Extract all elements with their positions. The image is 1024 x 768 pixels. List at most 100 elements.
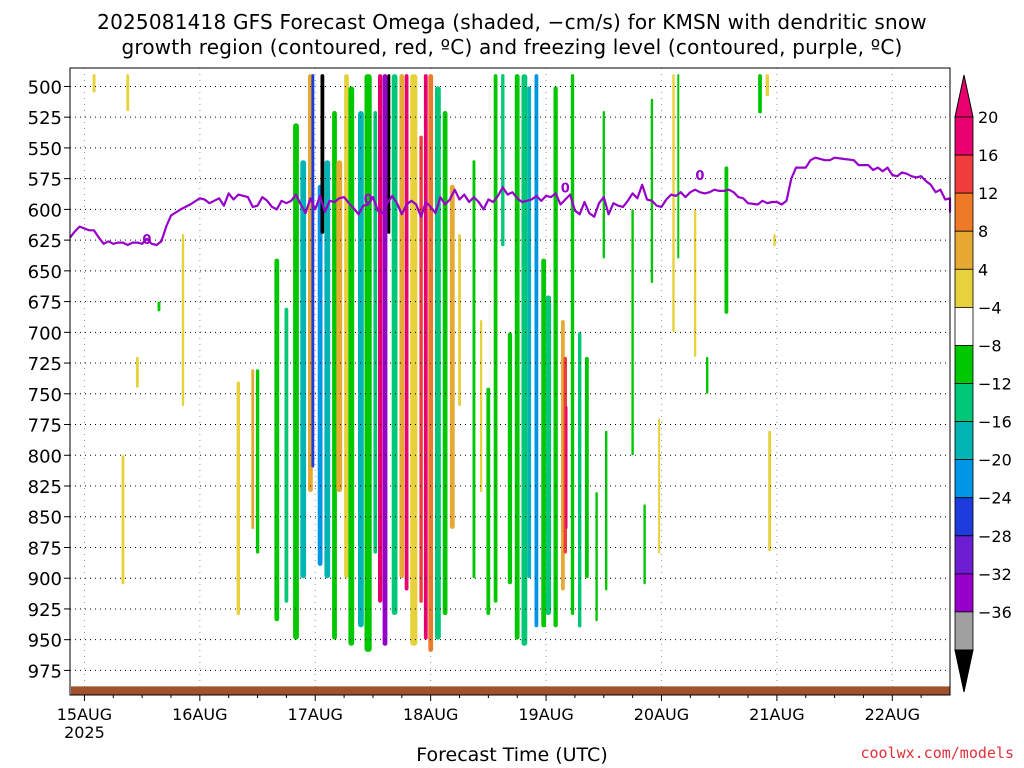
colorbar-label-0: 20 bbox=[978, 108, 998, 127]
y-tick-label-850: 850 bbox=[28, 508, 62, 529]
colorbar-label-1: 16 bbox=[978, 146, 998, 165]
colorbar-label-10: −24 bbox=[978, 489, 1012, 508]
colorbar-box-3 bbox=[954, 230, 974, 270]
colorbar-label-4: 4 bbox=[978, 260, 988, 279]
omega-band-15 bbox=[317, 184, 323, 566]
colorbar-label-7: −12 bbox=[978, 375, 1012, 394]
omega-band-60 bbox=[605, 430, 608, 591]
colorbar-label-8: −16 bbox=[978, 413, 1012, 432]
colorbar-box-2 bbox=[954, 192, 974, 232]
omega-band-22 bbox=[358, 111, 364, 628]
omega-band-70 bbox=[758, 74, 762, 114]
omega-band-46 bbox=[521, 74, 528, 646]
freezing-level-label-3: 0 bbox=[695, 169, 704, 184]
y-tick-label-600: 600 bbox=[28, 200, 62, 221]
omega-band-56 bbox=[578, 332, 582, 628]
omega-band-42 bbox=[493, 74, 498, 603]
omega-band-9 bbox=[274, 258, 280, 622]
x-axis-label: Forecast Time (UTC) bbox=[416, 744, 608, 766]
omega-band-45 bbox=[514, 74, 520, 640]
x-tick-label-4: 19AUG bbox=[518, 705, 573, 724]
colorbar-label-12: −32 bbox=[978, 565, 1012, 584]
colorbar-box-4 bbox=[954, 268, 974, 308]
omega-band-69 bbox=[724, 166, 729, 314]
omega-band-7 bbox=[251, 369, 255, 529]
omega-band-12 bbox=[300, 160, 307, 579]
y-tick-label-525: 525 bbox=[28, 108, 62, 129]
omega-band-58 bbox=[595, 492, 598, 622]
y-axis: 500 525 550 575 600 625 650 675 700 725 750 775 800 8… bbox=[28, 77, 70, 682]
omega-band-71 bbox=[765, 74, 769, 97]
omega-band-4 bbox=[157, 301, 161, 312]
x-tick-year-label: 2025 bbox=[64, 723, 105, 742]
omega-band-10 bbox=[284, 307, 289, 603]
y-tick-label-950: 950 bbox=[28, 631, 62, 652]
omega-band-37 bbox=[449, 184, 455, 530]
omega-band-73 bbox=[773, 234, 776, 247]
omega-band-49 bbox=[541, 258, 547, 628]
omega-band-26 bbox=[382, 74, 388, 646]
omega-band-55 bbox=[570, 74, 575, 616]
colorbar-box-12 bbox=[954, 573, 974, 613]
omega-band-0 bbox=[92, 74, 96, 93]
omega-band-44 bbox=[507, 332, 513, 585]
omega-band-61 bbox=[631, 209, 634, 456]
omega-band-35 bbox=[435, 86, 441, 640]
colorbar-box-11 bbox=[954, 535, 974, 575]
chart-title-line-2: growth region (contoured, red, ºC) and f… bbox=[121, 35, 903, 59]
colorbar-box-8 bbox=[954, 421, 974, 461]
x-tick-label-0: 15AUG bbox=[57, 705, 112, 724]
x-axis: 15AUG 16AUG 17AUG 18AUG 19AUG 20AUG 21AUG 22AUG… bbox=[57, 695, 922, 742]
freezing-level-contour: 0 0 0 0 bbox=[69, 156, 952, 248]
omega-shading bbox=[92, 74, 776, 652]
ground-fill bbox=[71, 686, 950, 695]
freezing-level-label-0: 0 bbox=[142, 233, 151, 248]
y-tick-label-725: 725 bbox=[28, 354, 62, 375]
y-tick-label-750: 750 bbox=[28, 385, 62, 406]
freezing-level-label-2: 0 bbox=[561, 181, 570, 196]
omega-band-17 bbox=[324, 160, 331, 579]
x-tick-label-1: 16AUG bbox=[172, 705, 227, 724]
chart-title-line-1: 2025081418 GFS Forecast Omega (shaded, −… bbox=[97, 10, 927, 34]
omega-band-63 bbox=[650, 98, 654, 284]
omega-band-11 bbox=[293, 123, 299, 640]
omega-band-54 bbox=[565, 406, 568, 529]
omega-band-57 bbox=[585, 356, 589, 579]
y-tick-label-575: 575 bbox=[28, 170, 62, 191]
x-tick-label-7: 22AUG bbox=[865, 705, 920, 724]
omega-band-41 bbox=[486, 387, 491, 615]
grid-lines bbox=[70, 68, 950, 695]
omega-band-8 bbox=[255, 369, 260, 554]
omega-band-68 bbox=[706, 356, 709, 394]
omega-band-6 bbox=[236, 381, 240, 616]
y-tick-label-675: 675 bbox=[28, 293, 62, 314]
y-tick-label-625: 625 bbox=[28, 231, 62, 252]
y-tick-label-900: 900 bbox=[28, 569, 62, 590]
omega-band-50 bbox=[545, 295, 552, 615]
omega-band-28 bbox=[391, 74, 398, 616]
omega-band-31 bbox=[410, 74, 418, 646]
omega-band-59 bbox=[602, 111, 605, 259]
omega-band-38 bbox=[458, 234, 461, 407]
omega-band-66 bbox=[677, 74, 680, 259]
omega-band-29 bbox=[399, 74, 405, 579]
omega-band-18 bbox=[332, 111, 337, 640]
y-tick-label-775: 775 bbox=[28, 416, 62, 437]
colorbar-box-1 bbox=[954, 154, 974, 194]
colorbar-box-0 bbox=[954, 116, 974, 156]
colorbar-label-13: −36 bbox=[978, 603, 1012, 622]
freezing-level-line bbox=[69, 156, 952, 247]
omega-band-40 bbox=[479, 320, 483, 493]
omega-band-25 bbox=[378, 74, 383, 603]
y-tick-label-700: 700 bbox=[28, 323, 62, 344]
y-tick-label-800: 800 bbox=[28, 446, 62, 467]
y-tick-label-975: 975 bbox=[28, 661, 62, 682]
colorbar-box-6 bbox=[954, 344, 974, 384]
colorbar-label-3: 8 bbox=[978, 222, 988, 241]
omega-band-64 bbox=[658, 418, 661, 554]
omega-band-48 bbox=[534, 74, 539, 628]
colorbar-box-7 bbox=[954, 383, 974, 422]
colorbar-label-6: −8 bbox=[978, 336, 1002, 355]
omega-band-39 bbox=[472, 160, 476, 579]
colorbar: 20 16 12 8 4 −4 −8 −12 −16 −20 −24 −28 −32 −36 bbox=[954, 74, 1012, 693]
